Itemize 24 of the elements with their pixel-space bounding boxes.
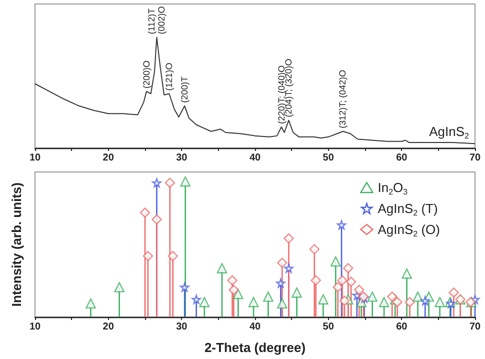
x-tick-label: 60 xyxy=(396,322,408,332)
x-tick-label: 20 xyxy=(102,152,114,164)
x-tick-label: 30 xyxy=(176,152,188,164)
x-tick-label: 40 xyxy=(249,152,261,164)
x-tick-label: 50 xyxy=(322,322,334,332)
x-tick-label: 20 xyxy=(102,322,114,332)
annotation: (002)O xyxy=(156,6,167,34)
x-tick-label: 40 xyxy=(249,322,261,332)
x-tick-label: 10 xyxy=(29,322,41,332)
annotation: (112)T xyxy=(146,8,157,34)
x-tick-label: 30 xyxy=(176,322,188,332)
x-tick-label: 50 xyxy=(322,152,334,164)
annotation: (200)O xyxy=(141,60,152,89)
x-tick-label: 70 xyxy=(469,152,481,164)
annotation: (204)T; (320)O xyxy=(284,58,294,118)
x-tick-label: 10 xyxy=(29,152,41,164)
annotation: (121)O xyxy=(164,62,174,91)
x-axis-title: 2-Theta (degree) xyxy=(204,340,306,355)
annotation: (312)T; (042)O xyxy=(337,70,348,128)
annotation: (200)T xyxy=(180,76,190,103)
x-tick-label: 70 xyxy=(469,322,481,332)
annotation: (220)T; (040)O xyxy=(276,65,286,124)
y-axis-title: Intensity (arb. units) xyxy=(9,182,24,307)
x-tick-label: 60 xyxy=(396,152,408,164)
